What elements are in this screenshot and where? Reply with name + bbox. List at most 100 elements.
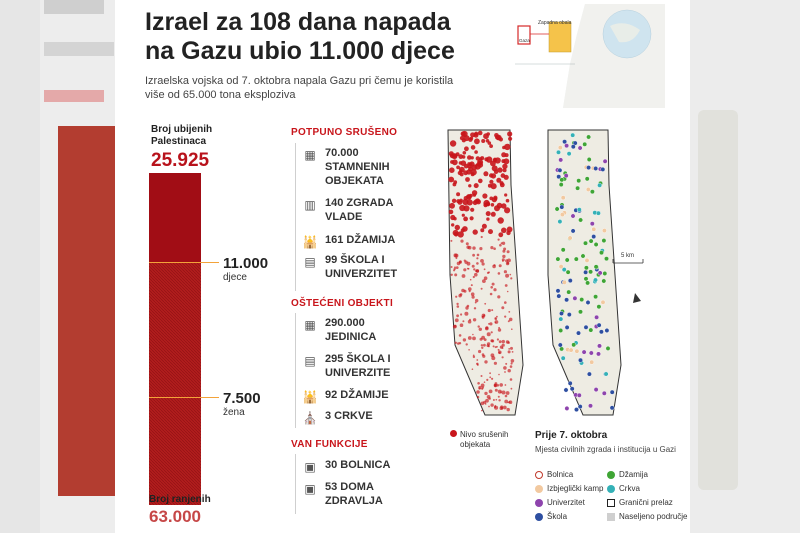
facility-dot bbox=[560, 355, 566, 361]
destruction-dot bbox=[486, 395, 491, 399]
destruction-dot bbox=[485, 326, 489, 330]
destruction-dot bbox=[466, 199, 473, 206]
destruction-dot bbox=[480, 375, 483, 377]
facility-dot bbox=[578, 217, 584, 223]
north-arrow-icon bbox=[633, 293, 641, 303]
destruction-dot bbox=[483, 171, 489, 177]
destruction-dot bbox=[475, 298, 479, 303]
facility-dot bbox=[572, 295, 578, 301]
destruction-dot bbox=[465, 343, 468, 346]
destruction-dot bbox=[467, 267, 470, 270]
section-heading-damaged: OŠTEĆENI OBJEKTI bbox=[291, 298, 394, 309]
destruction-dot bbox=[461, 288, 465, 293]
destruction-dot bbox=[480, 383, 485, 388]
destruction-dot bbox=[506, 230, 511, 236]
destruction-dot bbox=[482, 193, 488, 199]
destruction-dot bbox=[505, 391, 510, 395]
destruction-dot bbox=[471, 295, 475, 299]
facility-dot bbox=[588, 403, 593, 409]
destruction-dot bbox=[448, 209, 454, 215]
destruction-dot bbox=[450, 239, 453, 242]
legend-item: Naseljeno područje bbox=[607, 512, 688, 521]
destruction-dot bbox=[472, 355, 476, 359]
facility-dot bbox=[569, 386, 575, 392]
destruction-dot bbox=[501, 356, 504, 359]
destruction-dot bbox=[477, 162, 484, 168]
damaged-housing-icon: ▦ bbox=[304, 318, 316, 332]
facilities-map-dots bbox=[554, 132, 615, 412]
destruction-dot bbox=[464, 311, 469, 316]
destruction-dot bbox=[478, 349, 482, 354]
destruction-dot bbox=[501, 203, 507, 209]
destruction-dot bbox=[460, 239, 464, 243]
destruction-dot bbox=[492, 345, 495, 348]
destruction-dot bbox=[489, 292, 493, 296]
facility-dot bbox=[596, 322, 602, 328]
destruction-dot bbox=[474, 272, 478, 277]
destruction-dot bbox=[505, 273, 510, 278]
facility-dot bbox=[570, 132, 576, 138]
destruction-dot bbox=[452, 182, 457, 187]
destruction-dot bbox=[504, 315, 507, 318]
destruction-dot bbox=[481, 262, 485, 266]
destruction-dot bbox=[461, 274, 466, 278]
destruction-dot bbox=[480, 344, 484, 347]
facility-dot bbox=[557, 219, 563, 225]
destruction-dot bbox=[502, 260, 504, 262]
destruction-legend-dot bbox=[450, 430, 457, 437]
list-item: ▣ 30 BOLNICA bbox=[299, 458, 415, 476]
list-item: ▦ 290.000 JEDINICA bbox=[299, 316, 415, 344]
destruction-dot bbox=[476, 390, 480, 394]
injured-value: 63.000 bbox=[149, 507, 201, 526]
destruction-dot bbox=[469, 136, 474, 141]
destruction-dot bbox=[490, 331, 493, 334]
destruction-dot bbox=[484, 360, 488, 364]
destruction-dot bbox=[498, 326, 500, 329]
destruction-dot bbox=[499, 243, 502, 247]
destruction-dot bbox=[491, 339, 495, 343]
facility-dot bbox=[591, 226, 597, 232]
destruction-dot bbox=[496, 338, 499, 341]
facility-dot bbox=[593, 264, 599, 270]
destruction-dot bbox=[504, 193, 508, 197]
facility-dot bbox=[574, 407, 579, 412]
background-blur-right bbox=[690, 0, 800, 533]
destruction-dot bbox=[505, 259, 509, 263]
destruction-dot bbox=[488, 405, 490, 408]
facility-dot bbox=[565, 269, 571, 275]
destruction-dot bbox=[501, 390, 506, 395]
destruction-dot bbox=[458, 260, 462, 264]
facility-dot bbox=[589, 221, 595, 227]
destruction-dot bbox=[507, 401, 509, 404]
destruction-dot bbox=[460, 160, 467, 166]
facility-dot bbox=[601, 390, 607, 396]
facility-dot bbox=[577, 145, 583, 151]
destruction-dot bbox=[503, 366, 507, 370]
facility-dot bbox=[604, 328, 610, 333]
destruction-dot bbox=[496, 345, 498, 348]
legend-item: Džamija bbox=[607, 470, 648, 479]
facility-dot bbox=[564, 405, 570, 411]
facility-dot bbox=[558, 328, 564, 333]
facility-dot bbox=[557, 342, 563, 348]
facilities-caption-title: Prije 7. oktobra bbox=[535, 430, 608, 441]
children-label: djece bbox=[223, 272, 247, 283]
destruction-dot bbox=[476, 262, 479, 265]
destruction-dot bbox=[454, 266, 456, 269]
inset-label-west-bank: Zapadna obala bbox=[538, 20, 572, 26]
destruction-dot bbox=[487, 183, 492, 188]
children-value: 11.000 bbox=[223, 255, 269, 272]
destruction-dot bbox=[509, 378, 513, 381]
destruction-dot bbox=[458, 334, 462, 337]
facility-dot bbox=[558, 157, 564, 163]
destruction-dot bbox=[462, 338, 467, 342]
facility-dot bbox=[570, 213, 576, 219]
women-label: žena bbox=[223, 407, 245, 418]
destruction-dot bbox=[497, 295, 501, 299]
destruction-dot bbox=[491, 197, 497, 203]
destruction-dot bbox=[462, 320, 465, 323]
destruction-dot bbox=[481, 223, 487, 229]
facility-dot bbox=[571, 342, 577, 348]
facility-dot bbox=[566, 312, 572, 318]
destruction-dot bbox=[504, 153, 509, 158]
